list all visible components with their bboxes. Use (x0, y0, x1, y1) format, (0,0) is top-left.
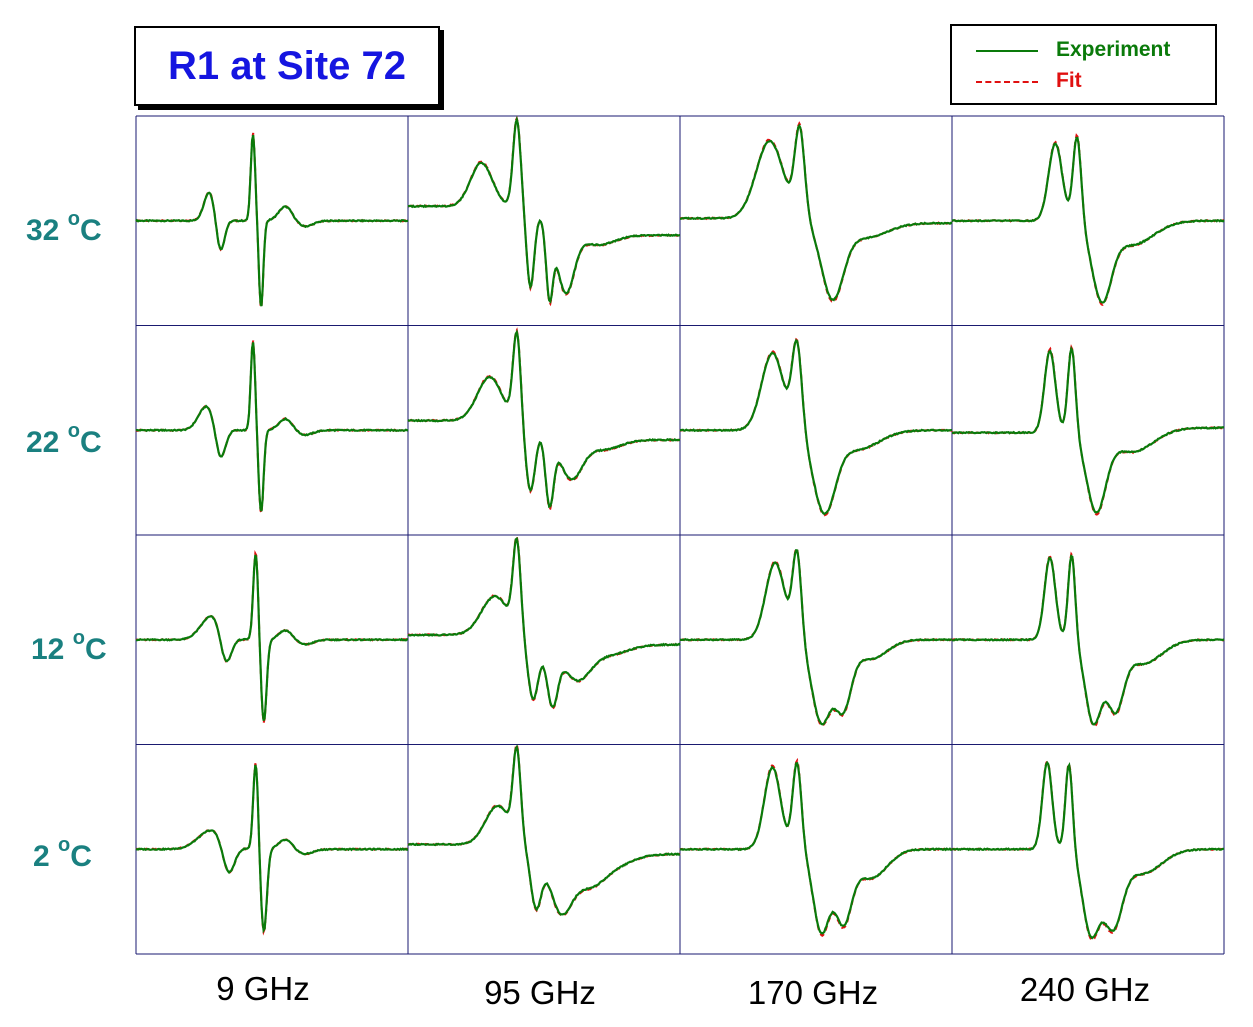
experiment-line-r1-c2 (679, 338, 953, 516)
degree-symbol: o (58, 834, 71, 856)
fit-line-r0-c2 (680, 121, 953, 303)
experiment-line-r3-c0 (135, 764, 409, 934)
experiment-line-r3-c3 (951, 760, 1224, 940)
row-label-value: 22 (26, 426, 60, 459)
column-label: 95 GHz (484, 974, 596, 1011)
legend-item-experiment: Experiment (952, 36, 1215, 66)
experiment-line-r2-c3 (951, 554, 1225, 726)
experiment-line-r2-c2 (679, 549, 953, 726)
chart-title-box: R1 at Site 72 (134, 26, 440, 106)
fit-line-r2-c2 (680, 546, 953, 728)
row-label-value: 32 (26, 214, 60, 247)
degree-symbol: o (72, 627, 85, 649)
fit-line-r0-c1 (407, 115, 681, 307)
column-label: 240 GHz (1019, 971, 1151, 1008)
row-label: 32 oC (26, 208, 102, 248)
legend-swatch-experiment (976, 50, 1038, 52)
row-label-unit: C (84, 633, 107, 666)
experiment-line-r2-c1 (407, 536, 681, 708)
column-label: 9 GHz (216, 970, 310, 1007)
legend-label-fit: Fit (1056, 69, 1082, 92)
fit-line-r1-c1 (407, 327, 681, 511)
experiment-line-r1-c0 (135, 342, 409, 512)
row-label-unit: C (79, 214, 102, 247)
fit-line-r3-c3 (951, 759, 1225, 941)
legend-swatch-fit (976, 81, 1038, 83)
row-label: 2 oC (33, 834, 92, 874)
experiment-line-r0-c3 (951, 136, 1225, 304)
row-label-value: 12 (31, 633, 65, 666)
experiment-line-r0-c1 (407, 115, 681, 304)
fit-line-r2-c0 (135, 550, 409, 723)
experiment-line-r0-c2 (680, 123, 953, 302)
experiment-line-r1-c1 (407, 329, 681, 509)
experiment-line-r3-c1 (407, 744, 681, 916)
chart-title: R1 at Site 72 (168, 43, 406, 88)
column-label: 170 GHz (747, 974, 879, 1011)
fit-line-r1-c0 (135, 340, 409, 514)
row-label: 22 oC (26, 420, 102, 460)
row-label-unit: C (79, 426, 102, 459)
experiment-line-r1-c3 (952, 345, 1225, 514)
experiment-line-r0-c0 (135, 134, 409, 307)
experiment-line-r2-c0 (135, 554, 409, 722)
row-label: 12 oC (31, 627, 107, 667)
legend-item-fit: Fit (952, 67, 1215, 97)
legend-label-experiment: Experiment (1056, 38, 1171, 61)
legend: Experiment Fit (950, 24, 1217, 105)
degree-symbol: o (67, 208, 80, 230)
row-label-unit: C (70, 840, 92, 873)
fit-line-r2-c1 (407, 535, 681, 711)
experiment-line-r3-c2 (679, 762, 953, 935)
fit-line-r3-c1 (407, 741, 681, 917)
row-label-value: 2 (33, 840, 50, 873)
degree-symbol: o (67, 420, 80, 442)
